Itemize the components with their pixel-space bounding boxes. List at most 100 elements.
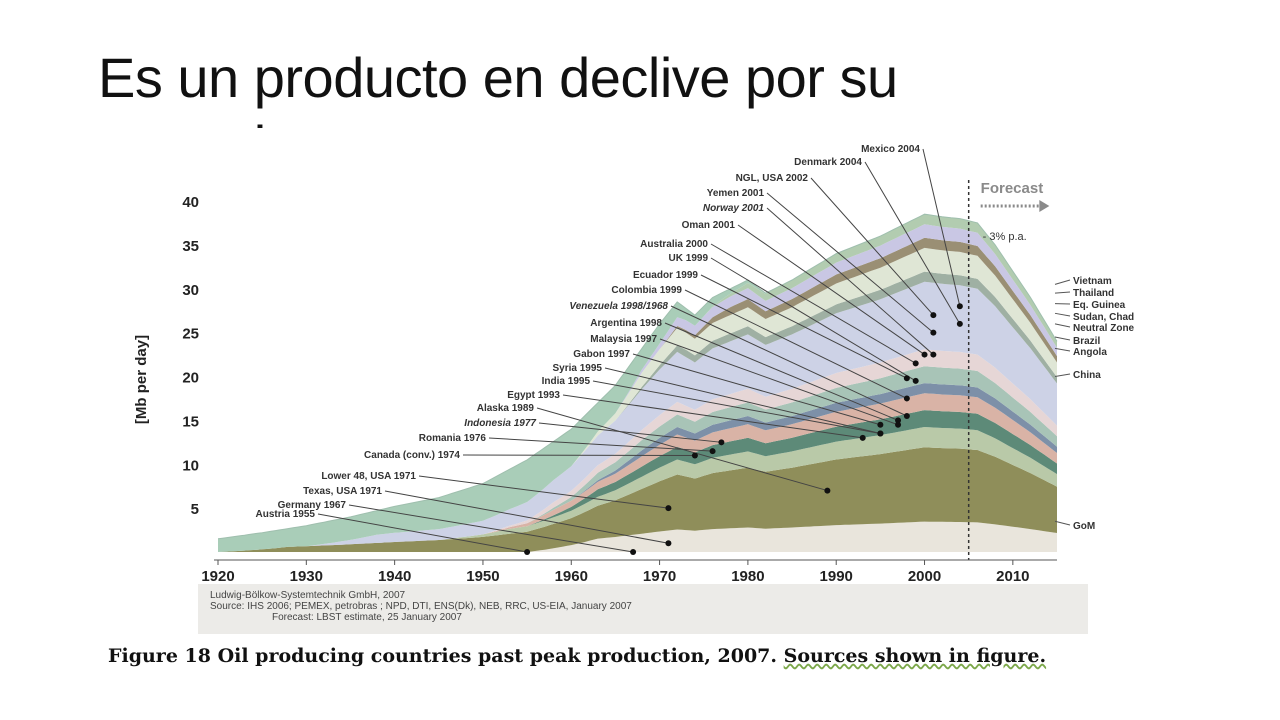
right-label: Vietnam <box>1073 276 1112 287</box>
x-tick-label: 1960 <box>555 568 588 585</box>
right-leader <box>1054 291 1071 294</box>
peak-leader <box>659 338 899 426</box>
peak-dot <box>912 377 919 384</box>
area-layer <box>218 281 1057 552</box>
x-tick-label: 1930 <box>290 568 323 585</box>
peak-label: Germany 1967 <box>278 500 347 511</box>
peak-dot <box>912 360 919 367</box>
peak-leader <box>348 504 634 553</box>
peak-label: Egypt 1993 <box>507 390 560 401</box>
right-leader <box>1054 373 1071 377</box>
right-label: Eq. Guinea <box>1073 300 1126 311</box>
right-leader <box>1054 347 1071 352</box>
peak-dot <box>956 320 963 327</box>
peak-label: Indonesia 1977 <box>464 418 536 429</box>
peak-leader <box>710 243 916 364</box>
peak-label: Texas, USA 1971 <box>303 486 382 497</box>
peak-leader <box>670 305 908 417</box>
peak-label: Malaysia 1997 <box>590 334 657 345</box>
peak-leader <box>592 380 881 435</box>
y-tick-label: 5 <box>191 501 199 518</box>
peak-label: Canada (conv.) 1974 <box>364 450 460 461</box>
peak-label: Romania 1976 <box>419 433 487 444</box>
chart-axes: 1920 1930 1940 1950 1960 1970 1980 1990 2000 2010… <box>133 194 1057 585</box>
peak-dot <box>903 395 910 402</box>
peak-label: Norway 2001 <box>703 203 765 214</box>
right-leader <box>1054 279 1071 285</box>
peak-label: Denmark 2004 <box>794 157 862 168</box>
forecast-arrow-head <box>1039 200 1050 212</box>
peak-dot <box>524 549 531 555</box>
peak-label: Yemen 2001 <box>707 188 765 199</box>
area-layer <box>218 393 1057 552</box>
peak-dot <box>895 421 902 428</box>
slide-title: Es un producto en declive por su natural… <box>98 46 898 128</box>
peak-label: Colombia 1999 <box>611 285 682 296</box>
peak-leader <box>488 437 713 452</box>
peak-dot <box>956 303 963 310</box>
right-leader <box>1054 323 1071 328</box>
source-text: Ludwig-Bölkow-Systemtechnik GmbH, 2007So… <box>210 590 632 623</box>
x-tick-label: 1990 <box>820 568 853 585</box>
right-leader <box>1054 520 1071 526</box>
peak-dot <box>665 505 672 512</box>
right-label: GoM <box>1073 521 1095 532</box>
peak-dot <box>859 434 866 441</box>
right-label: Neutral Zone <box>1073 323 1135 334</box>
y-tick-label: 25 <box>182 326 199 343</box>
peak-dot <box>665 540 672 547</box>
peak-leader <box>737 224 925 355</box>
forecast-label: Forecast <box>981 180 1044 197</box>
y-axis-label: [Mb per day] <box>133 335 150 424</box>
peak-dot <box>877 430 884 437</box>
forecast-annotation: Forecast - 3% p.a. <box>980 180 1050 243</box>
stacked-area-layers <box>217 213 1058 553</box>
right-leader <box>1054 312 1071 317</box>
source-line: Source: IHS 2006; PEMEX, petrobras ; NPD… <box>210 601 632 612</box>
y-tick-label: 40 <box>182 194 199 211</box>
x-tick-label: 2010 <box>996 568 1029 585</box>
area-layer <box>218 427 1057 552</box>
peak-dot <box>718 439 725 446</box>
right-leader <box>1054 336 1071 341</box>
peak-leader <box>864 161 961 325</box>
right-label: Sudan, Chad <box>1073 312 1134 323</box>
peak-label: Australia 2000 <box>640 239 708 250</box>
area-layer <box>218 521 1057 552</box>
forecast-rate: - 3% p.a. <box>983 231 1027 243</box>
peak-leader <box>766 207 934 355</box>
peak-leader <box>418 475 669 509</box>
peak-annotation-leaders <box>317 148 963 555</box>
peak-dot <box>709 448 716 455</box>
peak-dot <box>630 549 637 555</box>
peak-label: Gabon 1997 <box>573 349 630 360</box>
peak-label: India 1995 <box>542 376 591 387</box>
peak-dot <box>903 412 910 419</box>
peak-dot <box>824 487 831 494</box>
peak-label: Syria 1995 <box>553 363 603 374</box>
right-label: China <box>1073 370 1101 381</box>
source-line: Forecast: LBST estimate, 25 January 2007 <box>272 612 462 623</box>
peak-leader <box>700 274 908 379</box>
x-tick-label: 1970 <box>643 568 676 585</box>
x-tick-label: 1950 <box>466 568 499 585</box>
peak-label: NGL, USA 2002 <box>736 173 809 184</box>
peak-dot <box>930 351 937 358</box>
x-tick-label: 1940 <box>378 568 411 585</box>
peak-leader <box>922 148 961 307</box>
y-tick-label: 10 <box>182 457 199 474</box>
caption-sources: Sources shown in figure. <box>783 645 1047 667</box>
x-tick-label: 1920 <box>201 568 234 585</box>
right-label: Angola <box>1073 347 1107 358</box>
peak-label: Alaska 1989 <box>477 403 535 414</box>
peak-leader <box>684 289 908 399</box>
y-tick-label: 30 <box>182 282 199 299</box>
peak-leader <box>384 490 669 544</box>
peak-leader <box>538 422 722 443</box>
peak-leader <box>604 367 881 435</box>
peak-leader <box>710 257 916 382</box>
x-tick-label: 1980 <box>731 568 764 585</box>
source-line: Ludwig-Bölkow-Systemtechnik GmbH, 2007 <box>210 590 406 601</box>
